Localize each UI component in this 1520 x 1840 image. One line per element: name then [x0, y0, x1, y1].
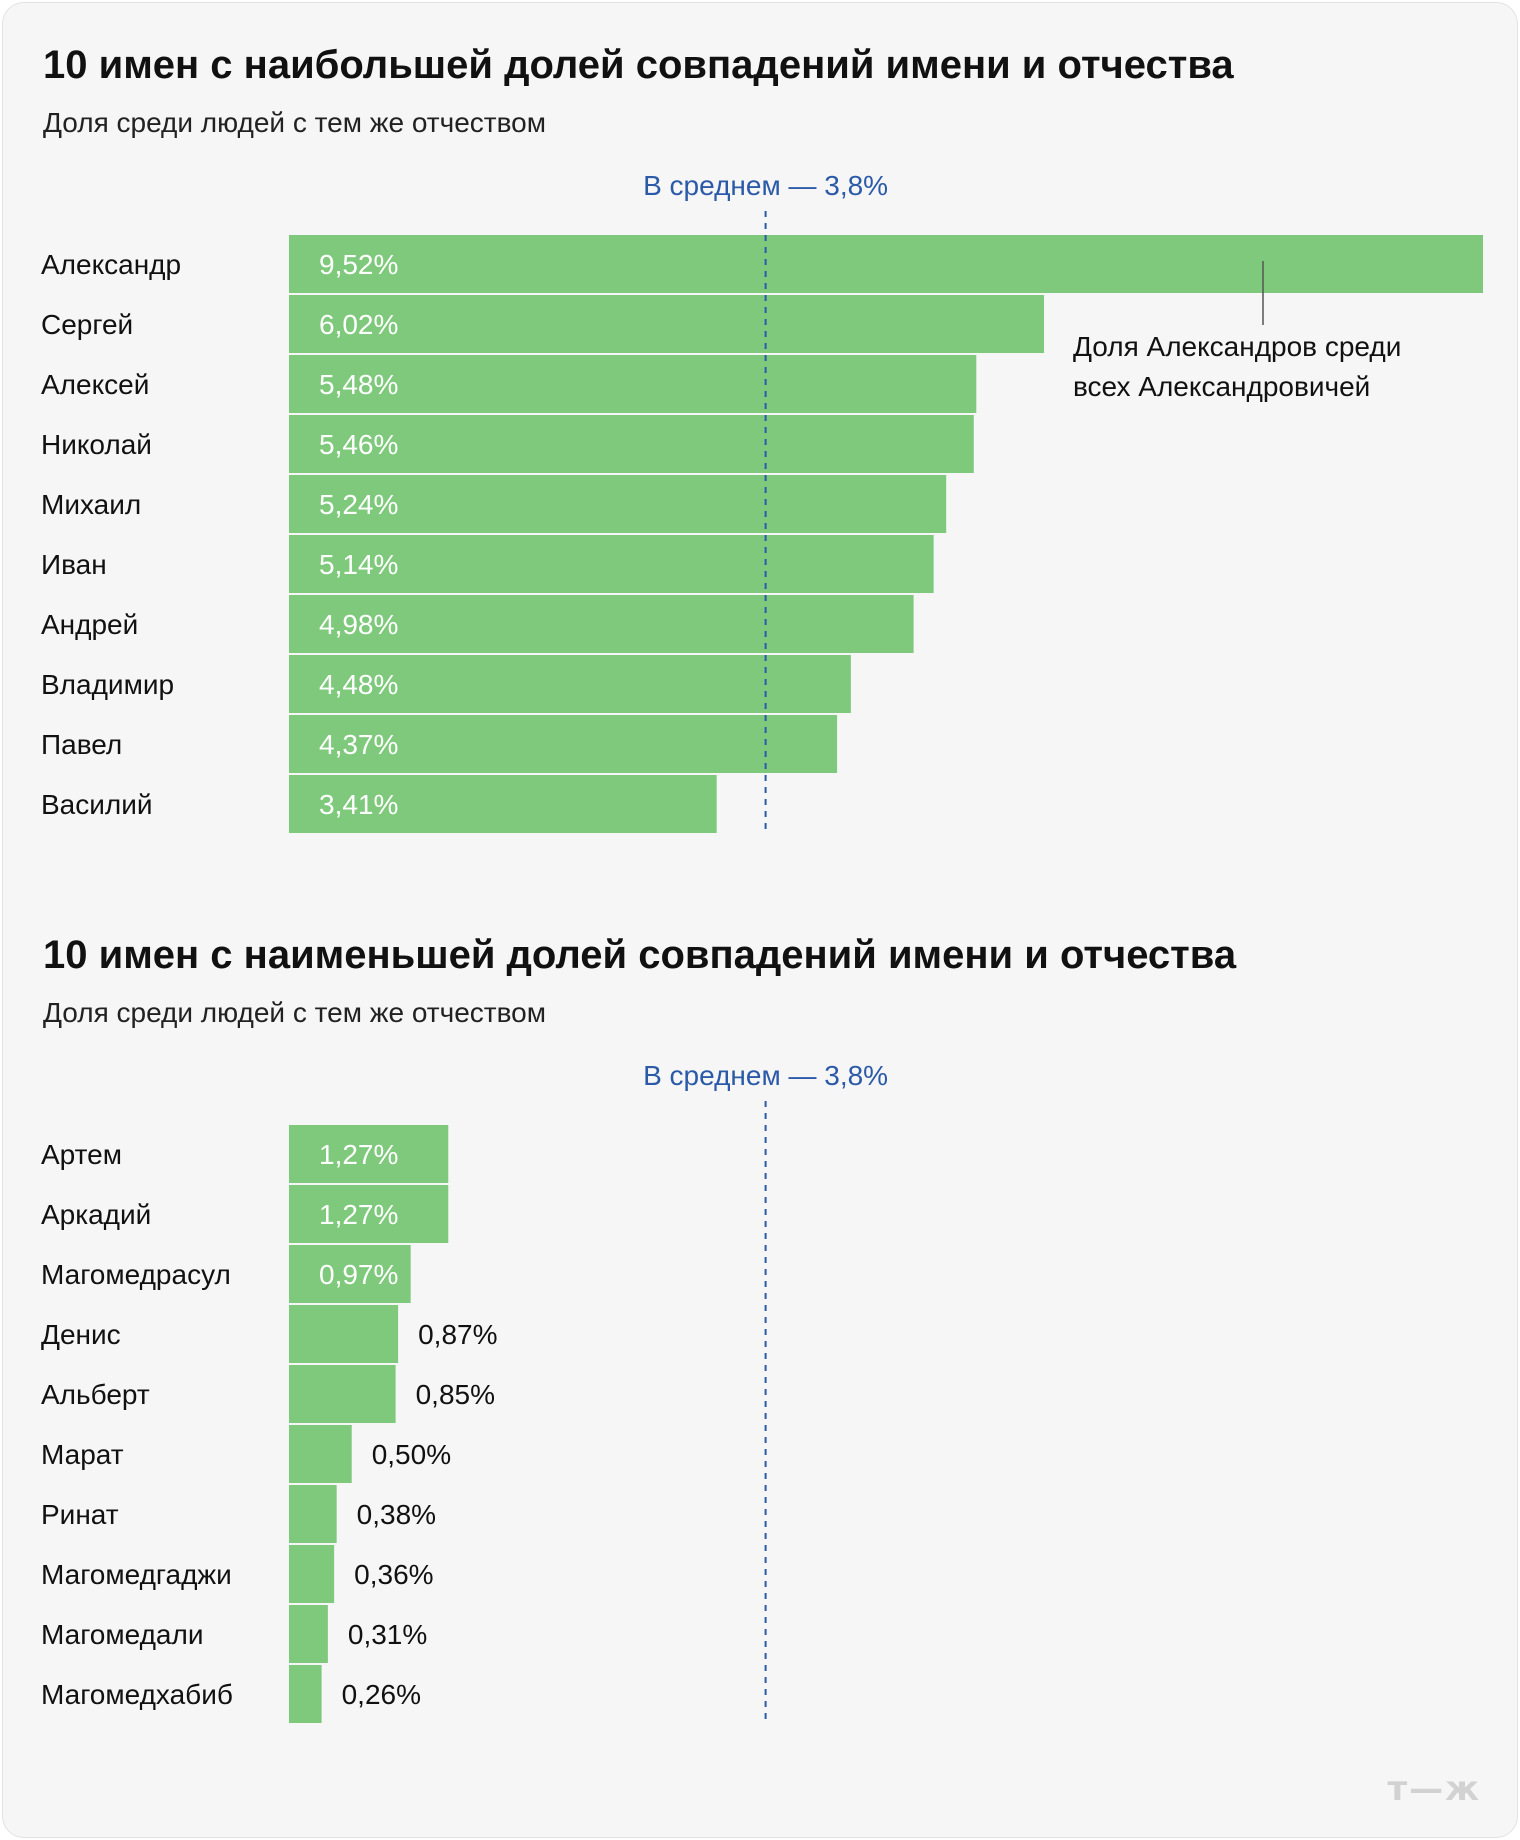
bar	[289, 535, 934, 593]
bar	[289, 235, 1483, 293]
bar	[289, 1245, 411, 1303]
bar	[289, 1365, 396, 1423]
value-label: 6,02%	[319, 309, 398, 340]
bar	[289, 1485, 337, 1543]
category-label: Артем	[41, 1139, 122, 1170]
annotation-text: всех Александровичей	[1073, 371, 1370, 402]
bar	[289, 655, 851, 713]
bar	[289, 355, 977, 413]
value-label: 5,46%	[319, 429, 398, 460]
value-label: 5,24%	[319, 489, 398, 520]
value-label: 9,52%	[319, 249, 398, 280]
category-label: Ринат	[41, 1499, 119, 1530]
value-label: 0,31%	[348, 1619, 427, 1650]
value-label: 5,14%	[319, 549, 398, 580]
category-label: Магомедгаджи	[41, 1559, 232, 1590]
chart1-title: 10 имен с наибольшей долей совпадений им…	[43, 43, 1234, 87]
chart1-subtitle: Доля среди людей с тем же отчеством	[43, 107, 546, 138]
value-label: 0,26%	[342, 1679, 421, 1710]
category-label: Александр	[41, 249, 181, 280]
category-label: Иван	[41, 549, 107, 580]
value-label: 4,48%	[319, 669, 398, 700]
category-label: Михаил	[41, 489, 141, 520]
value-label: 0,36%	[354, 1559, 433, 1590]
average-reference-label: В среднем — 3,8%	[643, 1060, 888, 1091]
annotation-text: Доля Александров среди	[1073, 331, 1401, 362]
bar	[289, 295, 1045, 353]
value-label: 0,87%	[418, 1319, 497, 1350]
value-label: 0,38%	[357, 1499, 436, 1530]
tj-logo: т—ж	[1387, 1769, 1481, 1809]
average-reference-label: В среднем — 3,8%	[643, 170, 888, 201]
value-label: 4,37%	[319, 729, 398, 760]
bar	[289, 1605, 328, 1663]
value-label: 1,27%	[319, 1199, 398, 1230]
bar	[289, 1125, 449, 1183]
chart1-svg: Александр 9,52% Сергей 6,02% Алексей 5,48% Ник…	[41, 170, 1483, 835]
category-label: Владимир	[41, 669, 174, 700]
category-label: Василий	[41, 789, 153, 820]
value-label: 4,98%	[319, 609, 398, 640]
category-label: Николай	[41, 429, 152, 460]
bar	[289, 715, 838, 773]
chart2-title: 10 имен с наименьшей долей совпадений им…	[43, 933, 1237, 977]
category-label: Денис	[41, 1319, 121, 1350]
category-label: Андрей	[41, 609, 138, 640]
bar	[289, 415, 974, 473]
value-label: 0,97%	[319, 1259, 398, 1290]
bar	[289, 595, 914, 653]
category-label: Магомедрасул	[41, 1259, 231, 1290]
value-label: 0,50%	[372, 1439, 451, 1470]
category-label: Марат	[41, 1439, 124, 1470]
bar	[289, 475, 947, 533]
chart2-subtitle: Доля среди людей с тем же отчеством	[43, 997, 546, 1028]
category-label: Сергей	[41, 309, 133, 340]
bar	[289, 1305, 399, 1363]
bar	[289, 1665, 322, 1723]
value-label: 0,85%	[416, 1379, 495, 1410]
category-label: Альберт	[41, 1379, 150, 1410]
category-label: Павел	[41, 729, 122, 760]
chart2-svg: Артем 1,27% Аркадий 1,27% Магомедрасул 0,97% Д…	[41, 1060, 888, 1725]
category-label: Магомедали	[41, 1619, 203, 1650]
value-label: 3,41%	[319, 789, 398, 820]
category-label: Магомедхабиб	[41, 1679, 233, 1710]
category-label: Аркадий	[41, 1199, 151, 1230]
value-label: 1,27%	[319, 1139, 398, 1170]
bar	[289, 775, 717, 833]
bar	[289, 1185, 449, 1243]
value-label: 5,48%	[319, 369, 398, 400]
bar	[289, 1545, 335, 1603]
category-label: Алексей	[41, 369, 149, 400]
bar	[289, 1425, 352, 1483]
